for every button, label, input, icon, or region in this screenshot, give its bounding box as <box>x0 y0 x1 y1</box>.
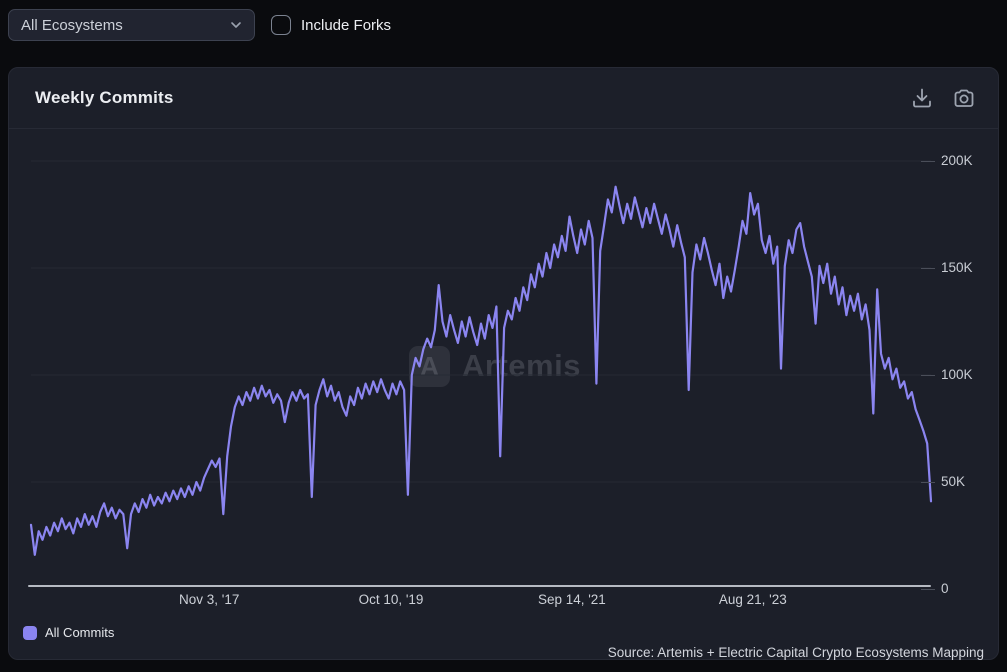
card-title: Weekly Commits <box>35 88 174 107</box>
x-axis-line <box>28 585 931 587</box>
y-tick-label: 150K <box>941 260 973 275</box>
card-toolbar <box>910 86 976 110</box>
y-tick-label: 100K <box>941 367 973 382</box>
include-forks-label: Include Forks <box>301 16 392 34</box>
ecosystem-select[interactable]: All Ecosystems <box>8 9 255 41</box>
card-header: Weekly Commits <box>9 68 998 129</box>
include-forks-checkbox[interactable] <box>271 15 291 35</box>
weekly-commits-chart[interactable] <box>29 160 933 589</box>
y-tick-label: 200K <box>941 153 973 168</box>
y-tick-label: 50K <box>941 474 966 489</box>
source-attribution: Source: Artemis + Electric Capital Crypt… <box>607 645 984 660</box>
y-tick-mark <box>921 160 935 162</box>
commits-line-series <box>29 185 933 556</box>
legend-label: All Commits <box>45 625 115 640</box>
x-tick-label: Sep 14, '21 <box>537 592 606 607</box>
y-tick-mark <box>921 481 935 483</box>
y-tick-mark <box>921 374 935 376</box>
legend-item-all-commits[interactable]: All Commits <box>23 625 114 640</box>
weekly-commits-card: Weekly Commits A Artemis 200K 150K 100K 50K… <box>8 67 999 660</box>
top-toolbar: All Ecosystems Include Forks <box>0 0 1007 58</box>
x-tick-label: Nov 3, '17 <box>179 592 240 607</box>
all-commits-swatch-icon <box>23 625 37 640</box>
y-tick-mark <box>921 588 935 590</box>
include-forks-control: Include Forks <box>271 13 391 37</box>
y-tick-label: 0 <box>941 581 949 596</box>
ecosystem-select-value: All Ecosystems <box>21 16 123 34</box>
x-tick-label: Oct 10, '19 <box>358 592 424 607</box>
chevron-down-icon <box>231 22 241 28</box>
x-tick-label: Aug 21, '23 <box>718 592 787 607</box>
download-icon[interactable] <box>910 86 934 110</box>
camera-icon[interactable] <box>952 86 976 110</box>
y-tick-mark <box>921 267 935 269</box>
